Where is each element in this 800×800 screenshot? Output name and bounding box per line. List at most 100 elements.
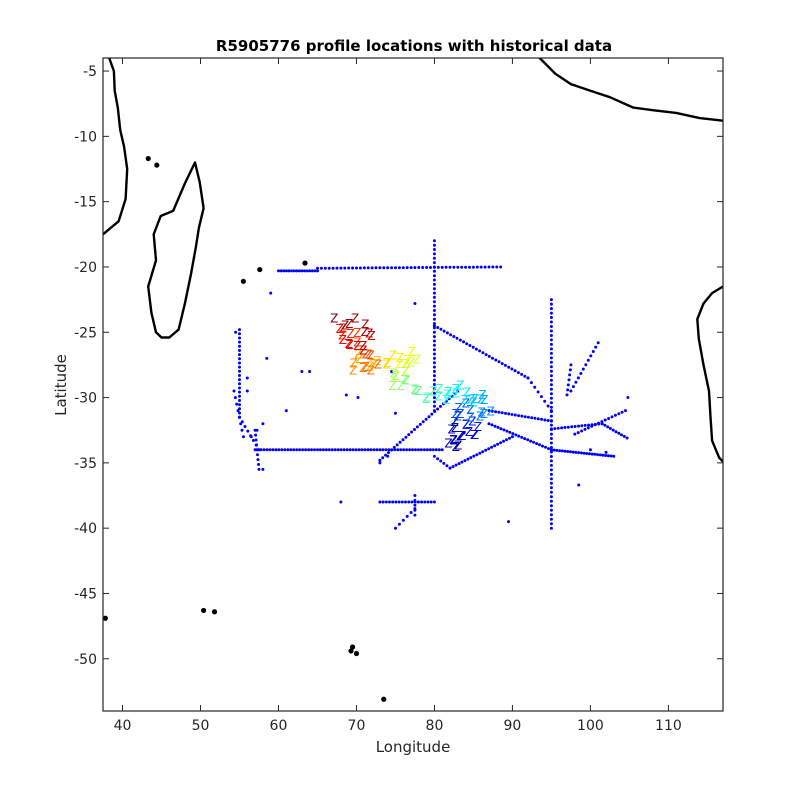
historical-point [401, 266, 405, 270]
profile-marker: Z [383, 356, 391, 370]
historical-point [604, 450, 608, 454]
historical-point [295, 269, 299, 273]
historical-point [432, 274, 436, 278]
historical-point [415, 425, 419, 429]
historical-point [549, 298, 553, 302]
historical-point [413, 266, 417, 270]
historical-point [254, 438, 258, 442]
historical-point [432, 269, 436, 273]
historical-point [283, 448, 287, 452]
historical-point [432, 361, 436, 365]
historical-point [440, 448, 444, 452]
historical-point [598, 453, 602, 457]
profile-marker: Z [463, 386, 471, 400]
historical-point [429, 266, 432, 269]
historical-point [560, 426, 564, 430]
historical-point [436, 265, 440, 269]
historical-point [546, 419, 550, 422]
historical-point [432, 291, 436, 295]
profile-marker: Z [400, 373, 408, 387]
historical-point [441, 402, 445, 406]
profile-marker: Z [362, 348, 370, 362]
x-tick-label: 60 [270, 718, 288, 734]
historical-point [238, 378, 241, 382]
historical-data-layer [232, 239, 630, 530]
historical-point [549, 351, 553, 355]
historical-point [549, 477, 553, 481]
historical-point [410, 430, 414, 434]
historical-point [370, 266, 374, 270]
historical-point [280, 448, 284, 452]
historical-point [432, 383, 436, 386]
historical-point [432, 400, 436, 404]
historical-point [565, 393, 569, 397]
historical-point [238, 332, 241, 336]
historical-point [453, 392, 457, 396]
x-axis-ticks: 40 50 60 70 80 90 100 110 [114, 58, 682, 734]
historical-point [366, 448, 370, 452]
historical-point [529, 381, 533, 385]
historical-point [355, 266, 358, 270]
historical-point [549, 329, 553, 333]
profile-marker: Z [449, 433, 457, 447]
historical-point [238, 340, 241, 344]
historical-point [549, 316, 553, 319]
profile-marker: Z [396, 351, 404, 365]
profile-marker: Z [390, 371, 398, 385]
historical-point [479, 265, 483, 269]
historical-point [500, 362, 504, 366]
historical-point [335, 266, 339, 270]
historical-point [432, 326, 436, 330]
historical-point [571, 385, 575, 389]
historical-point [487, 265, 491, 269]
historical-point [566, 450, 570, 453]
historical-point [549, 401, 553, 405]
historical-point [310, 269, 314, 273]
historical-point [601, 453, 605, 457]
island [154, 162, 160, 168]
historical-point [413, 428, 416, 431]
coastline-java [538, 58, 723, 122]
historical-point [549, 334, 553, 337]
historical-point [481, 351, 485, 355]
historical-point [240, 428, 244, 432]
historical-point [246, 429, 250, 433]
historical-point [579, 451, 583, 455]
historical-point [497, 410, 501, 414]
historical-point [255, 443, 258, 447]
historical-point [539, 395, 543, 399]
historical-point [411, 448, 414, 452]
historical-point [606, 425, 610, 429]
historical-point [586, 358, 590, 362]
historical-point [339, 500, 343, 504]
historical-point [569, 363, 573, 367]
historical-point [583, 427, 587, 431]
historical-point [256, 453, 259, 457]
historical-point [417, 448, 420, 452]
island [103, 615, 108, 621]
historical-point [569, 389, 573, 393]
historical-point [576, 431, 580, 435]
historical-point [465, 342, 469, 346]
historical-point [271, 448, 275, 452]
x-tick-label: 80 [426, 718, 444, 734]
historical-point [549, 522, 553, 526]
historical-point [369, 448, 373, 452]
historical-point [549, 481, 553, 485]
profile-marker: Z [397, 379, 405, 393]
historical-point [432, 500, 436, 504]
historical-point [487, 409, 491, 413]
historical-point [549, 307, 553, 311]
historical-point [589, 354, 593, 358]
island [349, 644, 356, 650]
historical-point [526, 376, 530, 380]
historical-point [520, 435, 524, 439]
historical-point [286, 448, 290, 452]
historical-point [590, 424, 594, 428]
profile-marker: Z [354, 347, 362, 361]
historical-point [566, 383, 570, 387]
profile-marker: Z [407, 345, 415, 359]
y-tick-label: -20 [74, 260, 97, 276]
historical-point [556, 426, 560, 430]
historical-point [387, 451, 390, 455]
